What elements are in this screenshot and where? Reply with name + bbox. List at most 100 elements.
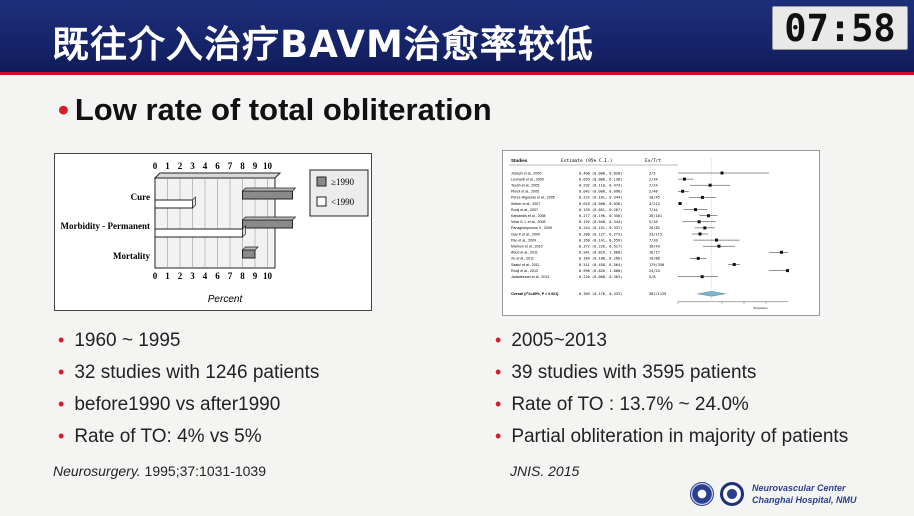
category-label: Cure — [131, 192, 150, 202]
x-tick-label-bottom: 9 — [253, 271, 258, 281]
study-events: 19/86 — [649, 257, 660, 261]
study-estimate: 0.222 (0.101, 0.344) — [579, 196, 622, 200]
study-label: Velat G.J. et al., 2008 — [511, 220, 545, 224]
university-logo-icon — [690, 482, 714, 506]
study-point — [700, 275, 704, 279]
study-events: 2/34 — [649, 177, 658, 181]
study-label: Perez-Higueras et al., 2005 — [511, 196, 555, 200]
overall-label: Overall (I^2=89%, P < 0.001) — [511, 292, 559, 296]
x-tick-label-bottom: 7 — [228, 271, 233, 281]
plot-top-face — [153, 172, 282, 179]
left-bullet-list: • 1960 ~ 1995 • 32 studies with 1246 patie… — [58, 330, 319, 458]
citation-left: Neurosurgery. 1995;37:1031-1039 — [53, 463, 267, 479]
study-label: Pan et al., 2009 — [511, 238, 536, 242]
study-point — [708, 183, 712, 187]
study-point — [780, 250, 784, 254]
study-label: Panagiotopoulos V., 2009 — [511, 226, 552, 230]
list-item: • Rate of TO : 13.7% ~ 24.0% — [495, 394, 749, 415]
x-tick-label-bottom: 10 — [263, 271, 273, 281]
list-item: • before1990 vs after1990 — [58, 394, 281, 415]
study-label: Maimon et al., 2010 — [511, 245, 543, 249]
legend-swatch-ge1990 — [316, 176, 327, 187]
list-item: • 39 studies with 3595 patients — [495, 362, 757, 383]
study-events: 2/5 — [649, 171, 656, 175]
bar-series-ge1990 — [242, 249, 256, 259]
study-events: 2/48 — [649, 190, 658, 194]
timer-display: 07:58 — [772, 6, 908, 50]
study-events: 28/101 — [649, 214, 662, 218]
category-label: Morbidity - Permanent — [61, 221, 150, 231]
study-point — [681, 189, 685, 193]
x-tick-label-bottom: 6 — [215, 271, 220, 281]
study-estimate: 0.244 (0.151, 0.337) — [579, 226, 622, 230]
slide-title: 既往介入治疗BAVM治愈率较低 — [52, 23, 594, 66]
bar-series-ge1990 — [242, 219, 293, 229]
study-events: 20/82 — [649, 226, 660, 230]
study-estimate: 0.350 (0.141, 0.559) — [579, 238, 622, 242]
main-heading: • Low rate of total obliteration — [58, 92, 492, 128]
footer-logos: Neurovascular Center Changhai Hospital, … — [690, 480, 910, 510]
list-item: • Partial obliteration in majority of pat… — [495, 426, 849, 447]
study-estimate: 0.292 (0.110, 0.474) — [579, 184, 622, 188]
study-estimate: 0.019 (0.000, 0.036) — [579, 202, 622, 206]
study-estimate: 0.192 (0.040, 0.344) — [579, 220, 622, 224]
study-label: Saatci et al., 2011 — [511, 263, 540, 267]
x-tick-label-top: 0 — [153, 161, 158, 171]
bar-side-lt1990 — [242, 225, 246, 238]
study-estimate: 0.996 (0.826, 1.000) — [579, 269, 622, 273]
institution-name: Neurovascular Center Changhai Hospital, … — [752, 483, 857, 505]
study-estimate: 0.941 (0.829, 1.000) — [579, 251, 622, 255]
list-item: • 32 studies with 1246 patients — [58, 362, 320, 383]
citation-right: JNIS. 2015 — [510, 463, 580, 479]
study-label: Abud et al., 2011 — [511, 251, 538, 255]
study-events: 179/350 — [649, 263, 664, 267]
study-label: Weber et al., 2007 — [511, 202, 540, 206]
study-events: 23/115 — [649, 232, 662, 236]
study-point — [732, 263, 736, 266]
study-label: Jadadeesan et al., 2013 — [511, 275, 549, 279]
study-label: Joseph et al., 2005 — [511, 171, 541, 175]
bar-top-ge1990 — [241, 246, 259, 251]
right-bullet-list: • 2005~2013 • 39 studies with 3595 patient… — [495, 330, 848, 458]
study-point — [703, 226, 707, 230]
x-tick-label-top: 3 — [190, 161, 195, 171]
x-tick-label-bottom: 2 — [178, 271, 183, 281]
list-item: • 1960 ~ 1995 — [58, 330, 181, 351]
x-tick-label-bottom: 4 — [203, 271, 208, 281]
x-tick-label-bottom: 1 — [165, 271, 170, 281]
study-estimate: 0.200 (0.127, 0.273) — [579, 232, 622, 236]
study-point — [693, 208, 697, 212]
study-label: Leonardi et al., 2005 — [511, 177, 544, 181]
x-tick-label-top: 6 — [215, 161, 220, 171]
study-events: 10/45 — [649, 196, 660, 200]
study-estimate: 0.277 (0.196, 0.358) — [579, 214, 622, 218]
study-point — [696, 256, 700, 260]
study-events: 5/26 — [649, 220, 658, 224]
study-point — [682, 177, 686, 181]
study-point — [678, 202, 682, 205]
study-label: Xu et al., 2011 — [511, 257, 534, 261]
x-tick-label-top: 1 — [165, 161, 170, 171]
title-bar: 既往介入治疗BAVM治愈率较低 — [0, 0, 914, 75]
study-label: Tevah et al., 2005 — [511, 184, 539, 188]
study-events: 7/24 — [649, 184, 658, 188]
x-tick-label-bottom: 8 — [240, 271, 245, 281]
x-tick-label-bottom: 3 — [190, 271, 195, 281]
x-tick-label-top: 9 — [253, 161, 258, 171]
column-header: Studies — [511, 158, 528, 163]
bar-top-ge1990 — [241, 187, 297, 192]
hospital-logo-icon — [720, 482, 744, 506]
legend-label: ≥1990 — [331, 177, 354, 187]
study-events: 24/24 — [649, 269, 660, 273]
x-tick-label-top: 10 — [263, 161, 273, 171]
study-estimate: 0.042 (0.000, 0.098) — [579, 190, 622, 194]
study-label: Rooij et al., 2012 — [511, 269, 538, 273]
study-point — [706, 214, 710, 218]
category-label: Mortality — [113, 251, 150, 261]
column-header: Estimate (95% C.I.) — [561, 158, 612, 164]
overall-events: 362/1129 — [649, 292, 666, 296]
legend-swatch-lt1990 — [316, 196, 327, 207]
bar-side-lt1990 — [192, 196, 196, 209]
bar-series-lt1990 — [154, 199, 193, 209]
